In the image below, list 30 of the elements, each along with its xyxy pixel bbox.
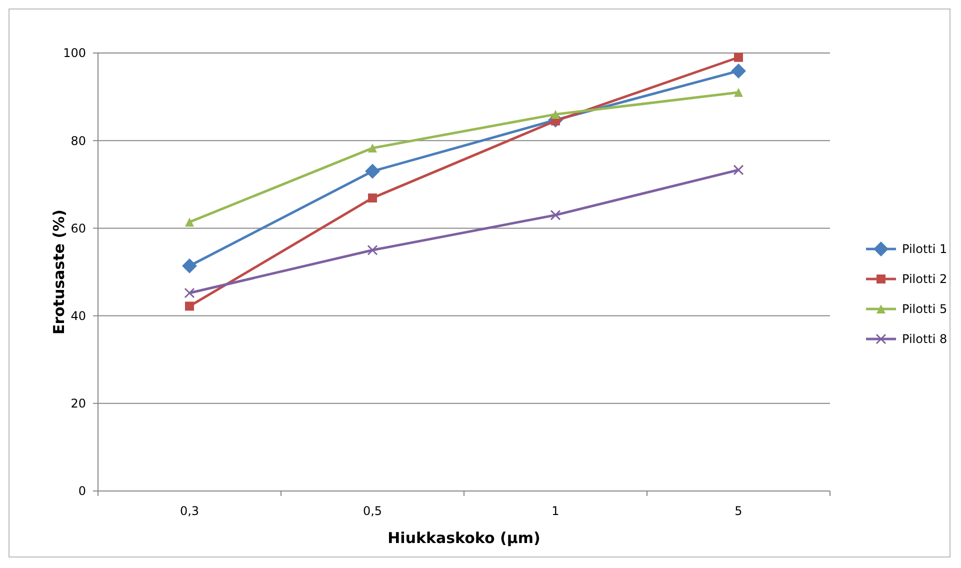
point [733, 164, 744, 176]
legend-label: Pilotti 2 [902, 272, 948, 286]
y-tick-label: 0 [78, 484, 86, 498]
point [185, 302, 194, 311]
point [185, 218, 194, 227]
y-tick-label: 20 [70, 396, 86, 411]
point [184, 288, 195, 298]
legend-label: Pilotti 1 [902, 242, 948, 256]
x-tick-label: 5 [734, 504, 742, 518]
point [734, 88, 743, 97]
y-tick-label: 60 [70, 221, 86, 236]
point [734, 52, 743, 62]
point [731, 63, 746, 78]
x-tick-label: 1 [552, 504, 560, 518]
legend-label: Pilotti 8 [902, 332, 948, 346]
legend-label: Pilotti 5 [902, 302, 948, 316]
x-axis-title: Hiukkaskoko (µm) [388, 529, 540, 547]
point [182, 258, 197, 274]
y-tick-label: 40 [70, 309, 86, 323]
y-tick-label: 100 [63, 46, 86, 60]
point [368, 193, 377, 202]
y-axis-title: Erotusaste (%) [50, 209, 68, 335]
x-tick-label: 0,3 [180, 504, 200, 518]
y-tick-label: 80 [70, 134, 86, 148]
point [367, 244, 378, 256]
point [365, 164, 380, 179]
point [551, 110, 560, 119]
x-tick-label: 0,5 [362, 504, 382, 518]
point [550, 210, 561, 220]
point [368, 144, 377, 153]
